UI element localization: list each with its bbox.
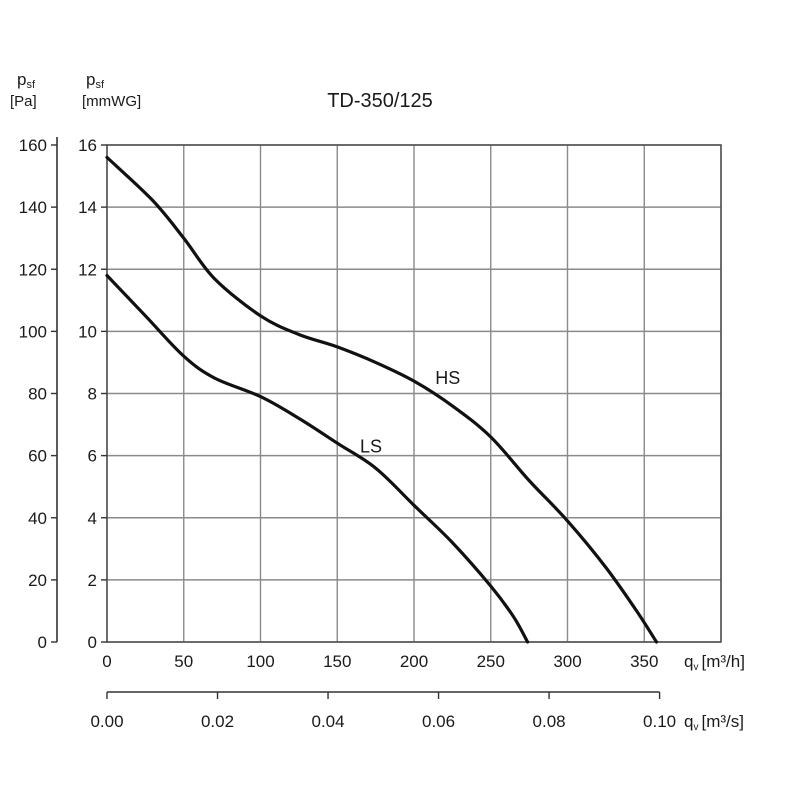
x-tick-label: 350 (630, 652, 658, 671)
x-tick-label: 50 (174, 652, 193, 671)
series-label-hs: HS (435, 368, 460, 388)
y2-tick-label: 120 (19, 260, 47, 279)
y-tick-label: 4 (88, 509, 97, 528)
series-line-hs (105, 155, 659, 644)
y2-tick-label: 160 (19, 136, 47, 155)
x2-axis-subscript: v (693, 722, 698, 733)
y2-axis-label-symbol: psf (17, 70, 36, 91)
x-axis-subscript: v (693, 662, 698, 673)
y-tick-label: 10 (78, 322, 97, 341)
plot-series: HS LS (105, 155, 659, 644)
y-tick-label: 16 (78, 136, 97, 155)
x2-tick-label: 0.10 (643, 712, 676, 731)
x2-axis-letter: q (684, 712, 693, 731)
x2-tick-label: 0.04 (311, 712, 344, 731)
chart-title: TD-350/125 (327, 90, 433, 112)
x2-tick-label: 0.02 (201, 712, 234, 731)
y-axis-unit: [mmWG] (82, 93, 141, 110)
y-tick-label: 6 (88, 447, 97, 466)
x2-tick-label: 0.08 (533, 712, 566, 731)
x-tick-label: 300 (553, 652, 581, 671)
y-tick-label: 0 (88, 633, 97, 652)
x-tick-label: 250 (477, 652, 505, 671)
y2-tick-label: 80 (28, 385, 47, 404)
y2-tick-label: 100 (19, 322, 47, 341)
x-tick-label: 100 (246, 652, 274, 671)
y2-axis-label-subscript: sf (26, 79, 36, 91)
y-tick-label: 8 (88, 385, 97, 404)
plot-grid (106, 144, 722, 643)
x-axis-letter: q (684, 652, 693, 671)
x2-tick-label: 0.00 (90, 712, 123, 731)
x-axis-unit: [m³/h] (701, 652, 744, 671)
y-tick-label: 14 (78, 198, 97, 217)
x-axis-label: qv [m³/h] (684, 652, 745, 673)
y2-tick-label: 20 (28, 571, 47, 590)
y-tick-label: 2 (88, 571, 97, 590)
x-tick-label: 150 (323, 652, 351, 671)
y2-tick-label: 40 (28, 509, 47, 528)
y-axis-label-letter: p (86, 70, 95, 89)
y2-axis-label-letter: p (17, 70, 26, 89)
x2-axis-unit: [m³/s] (701, 712, 744, 731)
series-line-ls (105, 273, 530, 644)
y-axis-label-subscript: sf (95, 79, 105, 91)
y2-tick-label: 60 (28, 447, 47, 466)
x-tick-label: 0 (102, 652, 111, 671)
y2-tick-label: 140 (19, 198, 47, 217)
y2-axis-unit: [Pa] (10, 93, 37, 110)
x2-tick-label: 0.06 (422, 712, 455, 731)
x-tick-label: 200 (400, 652, 428, 671)
y2-tick-label: 0 (38, 633, 47, 652)
x2-axis-label: qv [m³/s] (684, 712, 744, 733)
y-tick-label: 12 (78, 260, 97, 279)
series-label-ls: LS (360, 437, 382, 457)
y-axis-label-symbol: psf (86, 70, 105, 91)
